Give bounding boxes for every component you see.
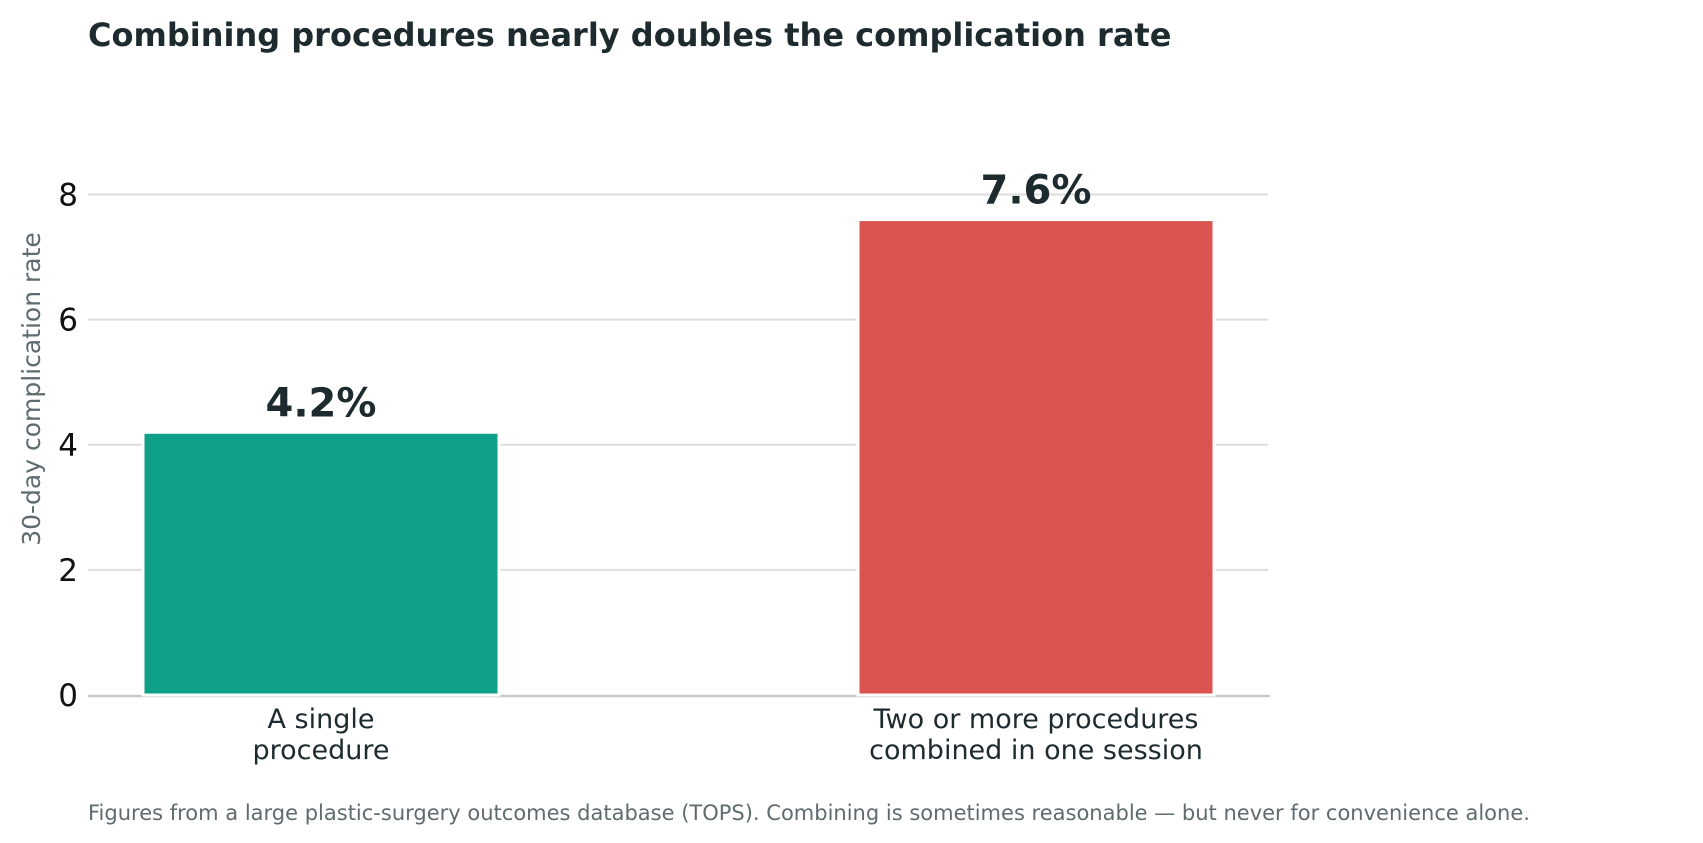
x-category-label: Two or more procedures combined in one se…: [869, 704, 1203, 766]
x-category-label: A single procedure: [253, 704, 390, 766]
y-tick-label: 4: [58, 428, 78, 464]
y-tick-label: 6: [58, 303, 78, 339]
bars: [141, 218, 1216, 697]
chart-title: Combining procedures nearly doubles the …: [88, 16, 1171, 54]
bar: [856, 218, 1216, 697]
data-labels: 4.2% 7.6%: [266, 168, 1092, 427]
bar: [141, 430, 501, 697]
x-axis-labels: A single procedure Two or more procedures c…: [253, 704, 1203, 766]
y-axis-ticks: 0 2 4 6 8: [58, 178, 78, 714]
y-tick-label: 8: [58, 178, 78, 214]
y-tick-label: 0: [58, 678, 78, 714]
data-label: 7.6%: [981, 168, 1092, 214]
data-label: 4.2%: [266, 380, 377, 426]
footnote: Figures from a large plastic-surgery out…: [88, 801, 1530, 825]
y-axis-label: 30-day complication rate: [17, 232, 46, 546]
y-tick-label: 2: [58, 553, 78, 589]
